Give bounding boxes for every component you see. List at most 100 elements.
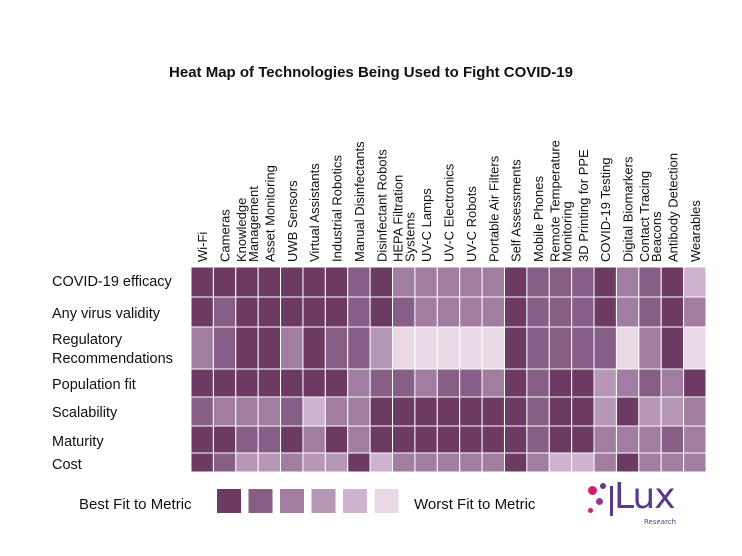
row-label: COVID-19 efficacy [52,274,173,290]
heatmap-cell [615,266,640,298]
column-label: Mobile Phones [531,176,546,262]
heatmap-cell [683,368,707,398]
column-label: Cameras [218,209,233,262]
column-label: Contact Tracing [637,171,652,262]
legend-swatch [217,489,241,513]
heatmap-cell [369,326,394,370]
heatmap-cell [302,266,326,298]
column-label: Remote Temperature [547,140,562,262]
row-label: Recommendations [52,351,173,367]
logo-bracket-icon [610,486,619,516]
heatmap-cell [548,452,573,473]
heatmap-cell [257,368,282,398]
column-label: UV-C Lamps [419,188,434,262]
heatmap-cell [459,266,483,298]
heatmap-cell [593,326,617,370]
column-label: Digital Biomarkers [621,156,636,262]
heatmap-cell [526,266,550,298]
heatmap-cell [683,326,707,370]
heatmap-cell [235,296,259,328]
heatmap-cell [481,425,505,454]
heatmap-cell [548,266,573,298]
column-label: UV-C Electronics [442,163,457,262]
heatmap-cell [615,296,640,328]
legend-swatch [311,489,336,513]
heatmap-cell [548,326,573,370]
heatmap-cell [257,396,282,427]
column-label: 3D Printing for PPE [576,149,591,262]
column-label: Disinfectant Robots [374,149,389,262]
heatmap-cell [683,452,707,473]
heatmap-cell [548,296,573,328]
heatmap-cell [660,452,685,473]
heatmap-cell [280,326,304,370]
column-label: Systems [403,212,418,262]
heatmap-cell [392,396,416,427]
heatmap-cell [481,296,505,328]
heatmap-cell [190,396,214,427]
heatmap-cell [324,368,349,398]
heatmap-cell [347,425,371,454]
heatmap-cell [660,296,685,328]
column-label: Management [246,186,261,262]
heatmap-cell [660,368,685,398]
logo-word: Lux [614,476,676,517]
heatmap-cell [459,368,483,398]
legend-best-label: Best Fit to Metric [79,496,192,513]
heatmap-cell [235,266,259,298]
heatmap-cell [257,425,282,454]
heatmap-cell [369,396,394,427]
heatmap-cell [459,425,483,454]
heatmap-cells [190,266,707,473]
heatmap-cell [280,266,304,298]
heatmap-cell [235,452,259,473]
heatmap-cell [302,326,326,370]
heatmap-cell [347,296,371,328]
heatmap-cell [481,326,505,370]
heatmap-cell [235,425,259,454]
heatmap-cell [347,396,371,427]
heatmap-cell [638,452,662,473]
heatmap-cell [414,425,438,454]
heatmap-cell [615,425,640,454]
heatmap-cell [660,425,685,454]
heatmap-cell [459,396,483,427]
heatmap-cell [324,425,349,454]
column-label: COVID-19 Testing [598,157,613,262]
heatmap-cell [548,425,573,454]
row-label: Population fit [52,377,136,393]
heatmap-cell [503,396,528,427]
column-label: Self Assessments [509,159,524,262]
heatmap-cell [212,425,237,454]
heatmap-cell [190,266,214,298]
heatmap-cell [683,296,707,328]
heatmap-cell [324,296,349,328]
heatmap-cell [257,326,282,370]
row-label: Cost [52,457,82,473]
heatmap-cell [481,266,505,298]
heatmap-cell [392,266,416,298]
column-label: Portable Air Filters [486,155,501,262]
heatmap-cell [503,452,528,473]
heatmap-cell [548,368,573,398]
heatmap-cell [638,266,662,298]
column-label: Asset Monitoring [262,165,277,262]
column-label: UWB Sensors [285,180,300,262]
heatmap-cell [212,296,237,328]
heatmap-cell [414,296,438,328]
heatmap-cell [392,452,416,473]
heatmap-cell [526,452,550,473]
heatmap-cell [571,296,595,328]
heatmap-cell [302,368,326,398]
column-label: Beacons [649,211,664,262]
column-label: HEPA Filtration [391,175,406,262]
heatmap-cell [235,396,259,427]
heatmap-cell [392,368,416,398]
heatmap-cell [280,368,304,398]
heatmap-cell [280,296,304,328]
heatmap-cell [481,368,505,398]
heatmap-cell [503,425,528,454]
column-label: Virtual Assistants [307,163,322,262]
heatmap-cell [414,396,438,427]
